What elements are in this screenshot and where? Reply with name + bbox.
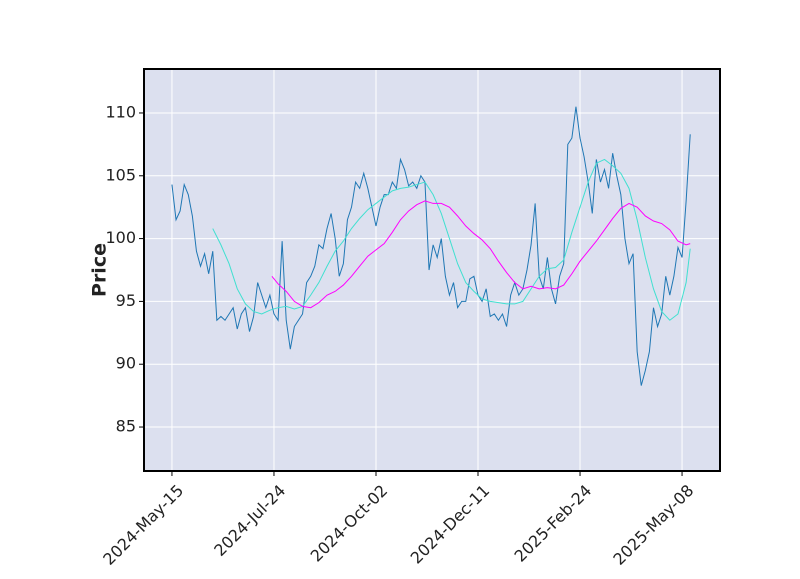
price-line bbox=[171, 106, 691, 386]
grid bbox=[144, 69, 720, 471]
y-tick-label: 110 bbox=[105, 102, 136, 121]
y-tick-label: 85 bbox=[116, 417, 136, 436]
y-tick-label: 105 bbox=[105, 165, 136, 184]
x-tick-label: 2025-Feb-24 bbox=[511, 481, 596, 566]
plot-area bbox=[144, 69, 720, 471]
x-tick-label: 2024-Dec-11 bbox=[407, 481, 494, 568]
x-tick-label: 2025-May-08 bbox=[609, 481, 697, 569]
y-tick-label: 95 bbox=[116, 291, 136, 310]
price-line bbox=[271, 200, 691, 309]
x-tick-label: 2024-May-15 bbox=[99, 481, 187, 569]
x-tick-label: 2024-Jul-24 bbox=[210, 481, 289, 560]
price-line bbox=[212, 158, 691, 321]
y-tick-label: 90 bbox=[116, 354, 136, 373]
lines bbox=[171, 106, 691, 386]
plot-frame bbox=[143, 68, 721, 472]
y-axis-label: Price bbox=[89, 243, 111, 297]
x-tick-label: 2024-Oct-02 bbox=[307, 481, 392, 566]
y-tick-label: 100 bbox=[105, 228, 136, 247]
